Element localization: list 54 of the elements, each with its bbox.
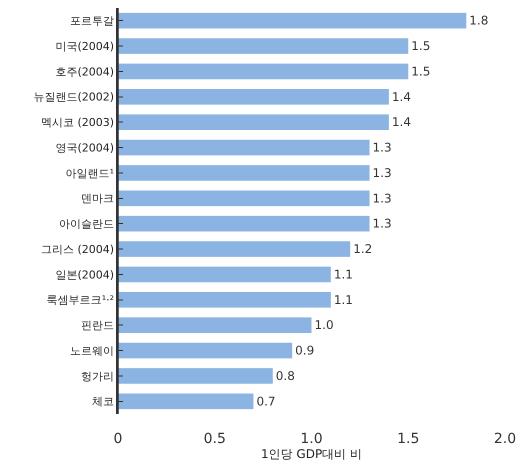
bar [118, 368, 273, 384]
data-label: 1.1 [334, 292, 353, 307]
data-label: 1.0 [314, 318, 334, 332]
y-tick-label: 헝가리 [81, 370, 114, 383]
bar [118, 165, 370, 181]
x-tick-label: 1.0 [300, 431, 323, 447]
data-label: 1.2 [353, 242, 372, 256]
data-label: 0.7 [256, 394, 276, 408]
data-label: 1.4 [392, 115, 411, 130]
bar [118, 342, 292, 358]
bar [118, 292, 331, 308]
bar [118, 216, 370, 232]
y-tick-label: 체코 [92, 395, 114, 408]
data-label: 1.3 [372, 140, 392, 155]
data-label: 1.4 [392, 90, 411, 104]
y-tick-label: 영국(2004) [55, 141, 114, 154]
x-tick-label: 1.5 [397, 431, 420, 447]
data-label: 1.3 [372, 191, 392, 206]
bar [118, 64, 408, 80]
bar [118, 88, 389, 105]
y-tick-label: 호주(2004) [55, 65, 114, 78]
y-tick-label: 그리스 (2004) [40, 242, 114, 256]
y-tick-label: 아이슬란드 [59, 218, 114, 231]
x-tick-label: 0 [114, 431, 122, 447]
y-tick-label: 뉴질랜드(2002) [33, 90, 114, 104]
bar [118, 266, 331, 282]
data-label: 1.1 [334, 267, 353, 282]
x-axis-title: 1인당 GDP대비 비 [260, 447, 362, 461]
y-tick-label: 포르투갈 [70, 14, 114, 28]
y-tick-label: 노르웨이 [70, 344, 114, 358]
bar [118, 38, 408, 54]
y-tick-label: 아일랜드¹ [66, 166, 114, 180]
y-tick-label: 핀란드 [81, 319, 114, 332]
bar [118, 12, 466, 29]
data-label: 1.5 [411, 39, 430, 54]
data-label: 1.8 [469, 14, 488, 28]
data-label: 1.3 [372, 216, 392, 231]
bar [118, 317, 312, 334]
bar [118, 190, 370, 206]
bar [118, 114, 389, 130]
x-tick-label: 0.5 [204, 431, 226, 447]
y-tick-label: 미국(2004) [55, 40, 114, 53]
data-label: 1.3 [372, 166, 392, 180]
data-label: 1.5 [411, 64, 430, 78]
data-label: 0.9 [295, 344, 314, 358]
y-tick-label: 일본(2004) [55, 268, 114, 282]
y-tick-label: 덴마크 [81, 192, 114, 206]
x-tick-label: 2.0 [494, 431, 516, 447]
bar [118, 241, 350, 257]
y-tick-label: 룩셈부르크¹·² [46, 294, 114, 307]
bar [118, 140, 370, 156]
bar [118, 393, 254, 410]
data-label: 0.8 [276, 368, 295, 383]
y-tick-label: 멕시코 (2003) [40, 116, 114, 130]
